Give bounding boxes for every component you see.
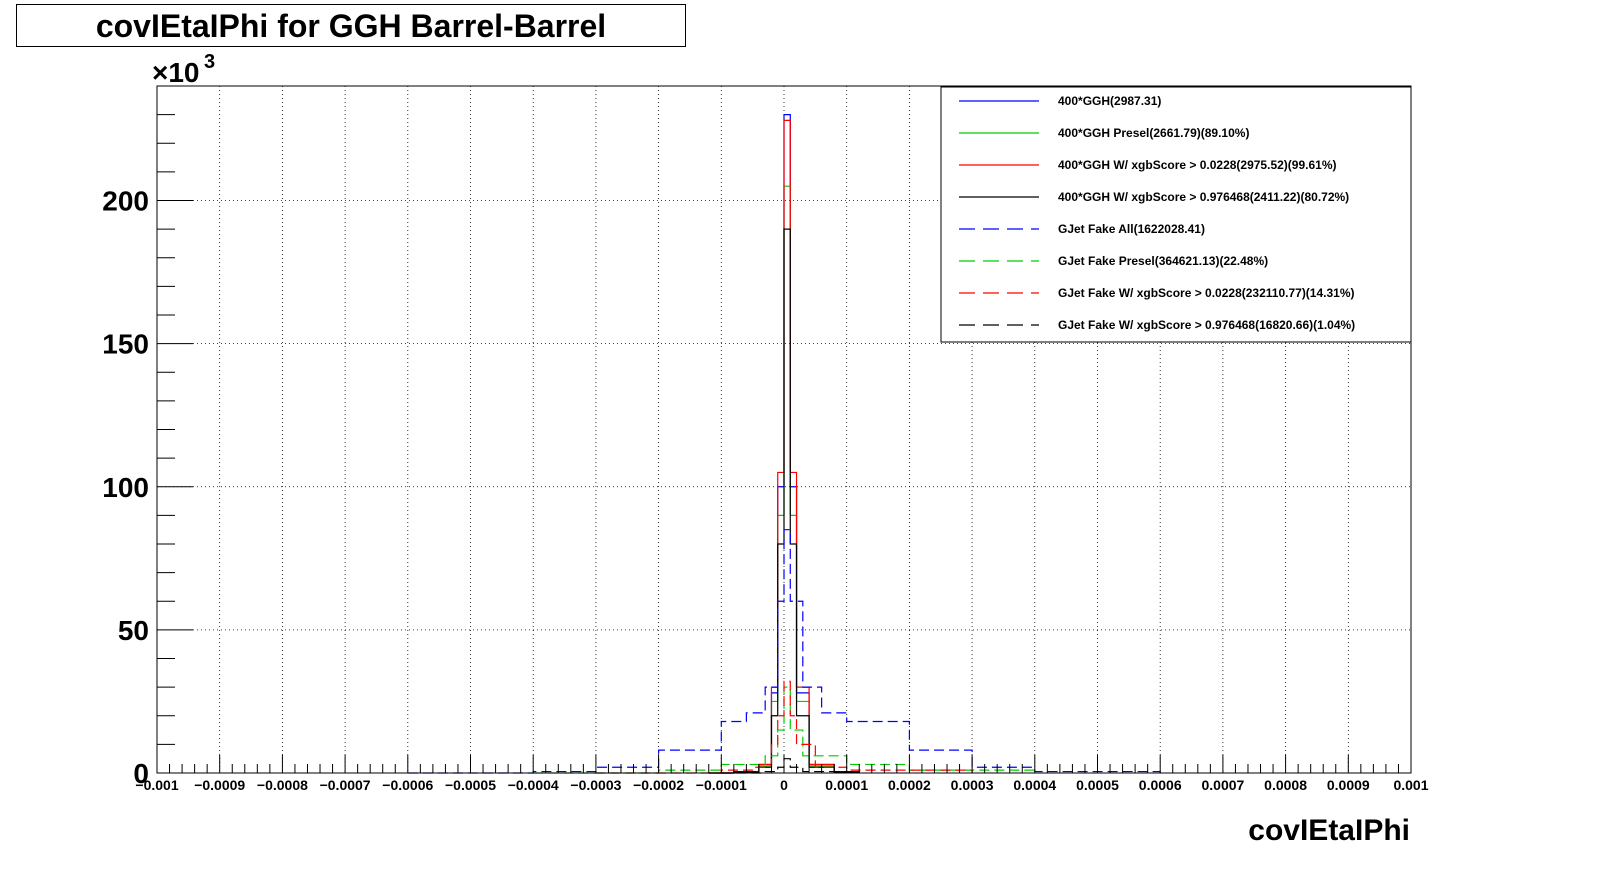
x-tick-label: −0.0007 xyxy=(320,777,371,793)
x-tick-label: −0.0004 xyxy=(508,777,559,793)
legend-label: 400*GGH W/ xgbScore > 0.976468(2411.22)(… xyxy=(1058,190,1349,204)
x-tick-label: 0.0003 xyxy=(951,777,994,793)
x-tick-label: −0.0009 xyxy=(194,777,245,793)
x-tick-label: 0 xyxy=(780,777,788,793)
series-line xyxy=(595,680,973,774)
legend: 400*GGH(2987.31) 400*GGH Presel(2661.79)(… xyxy=(940,86,1412,343)
x-tick-label: 0.0009 xyxy=(1327,777,1370,793)
y-axis: 0 50 100 150 200 xyxy=(102,85,193,789)
legend-label: 400*GGH(2987.31) xyxy=(1058,94,1161,108)
x-tick-label: 0.0002 xyxy=(888,777,931,793)
x-tick-label: −0.0006 xyxy=(382,777,433,793)
y-tick-label: 0 xyxy=(133,758,149,789)
x-axis: −0.001 −0.0009 −0.0008 −0.0007 −0.0006 −0.000… xyxy=(135,755,1429,793)
legend-label: GJet Fake W/ xgbScore > 0.0228(232110.77… xyxy=(1058,286,1355,300)
legend-label: GJet Fake W/ xgbScore > 0.976468(16820.6… xyxy=(1058,318,1355,332)
legend-label: GJet Fake All(1622028.41) xyxy=(1058,222,1205,236)
legend-box xyxy=(940,86,1412,343)
x-tick-label: 0.0006 xyxy=(1139,777,1182,793)
grid xyxy=(157,86,1411,773)
legend-label: 400*GGH W/ xgbScore > 0.0228(2975.52)(99… xyxy=(1058,158,1336,172)
x-tick-label: 0.0008 xyxy=(1264,777,1307,793)
x-tick-label: 0.001 xyxy=(1393,777,1428,793)
x-tick-label: −0.0002 xyxy=(633,777,684,793)
y-tick-label: 50 xyxy=(118,615,149,646)
x-tick-label: −0.0005 xyxy=(445,777,496,793)
y-tick-label: 150 xyxy=(102,329,149,360)
x-tick-label: 0.0001 xyxy=(825,777,868,793)
y-tick-label: 200 xyxy=(102,186,149,217)
x-axis-title: covIEtaIPhi xyxy=(1248,814,1410,847)
x-tick-label: −0.0008 xyxy=(257,777,308,793)
y-multiplier: ×10 xyxy=(152,57,200,88)
chart-title: covIEtaIPhi for GGH Barrel-Barrel xyxy=(16,4,686,47)
x-tick-label: −0.0003 xyxy=(570,777,621,793)
legend-label: GJet Fake Presel(364621.13)(22.48%) xyxy=(1058,254,1268,268)
x-tick-label: −0.0001 xyxy=(696,777,747,793)
x-tick-label: 0.0005 xyxy=(1076,777,1119,793)
x-tick-label: −0.001 xyxy=(135,777,178,793)
y-multiplier-exponent: 3 xyxy=(204,51,215,73)
legend-label: 400*GGH Presel(2661.79)(89.10%) xyxy=(1058,126,1249,140)
x-tick-label: 0.0004 xyxy=(1013,777,1056,793)
x-tick-label: 0.0007 xyxy=(1201,777,1244,793)
y-tick-label: 100 xyxy=(102,472,149,503)
